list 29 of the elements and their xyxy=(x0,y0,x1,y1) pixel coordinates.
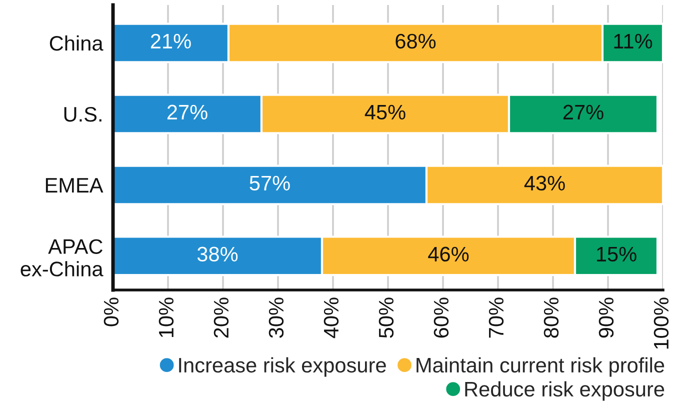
x-tick-label: 50% xyxy=(378,298,394,338)
x-tick-label: 70% xyxy=(488,298,504,338)
legend-label: Increase risk exposure xyxy=(179,357,386,377)
x-tick-label: 80% xyxy=(544,298,559,338)
x-tick-label: 0% xyxy=(104,298,119,326)
data-label: 57% xyxy=(250,176,290,191)
x-tick-label: 20% xyxy=(214,298,229,338)
x-tick-label: 10% xyxy=(158,298,174,338)
data-label: 43% xyxy=(524,176,565,191)
data-label: 15% xyxy=(596,246,636,262)
data-label: 46% xyxy=(428,246,469,262)
y-tick-label: EMEA xyxy=(46,178,104,192)
y-tick-label: APAC ex-China xyxy=(20,239,104,276)
x-tick-label: 60% xyxy=(434,298,449,338)
data-label: 45% xyxy=(364,104,406,120)
x-tick-label: 30% xyxy=(268,298,284,338)
legend-label: Reduce risk exposure xyxy=(465,381,664,401)
y-tick-label: China xyxy=(50,35,104,51)
legend-label: Maintain current risk profile xyxy=(416,357,664,377)
y-tick-label: U.S. xyxy=(64,106,102,122)
x-tick-label: 40% xyxy=(324,298,339,338)
data-label: 21% xyxy=(150,34,191,48)
data-label: 27% xyxy=(167,104,208,120)
data-label: 11% xyxy=(614,34,652,48)
data-label: 27% xyxy=(563,104,604,120)
x-tick-label: 100% xyxy=(654,298,669,349)
data-label: 68% xyxy=(396,34,436,49)
data-label: 38% xyxy=(197,246,238,262)
x-tick-label: 90% xyxy=(598,298,614,338)
